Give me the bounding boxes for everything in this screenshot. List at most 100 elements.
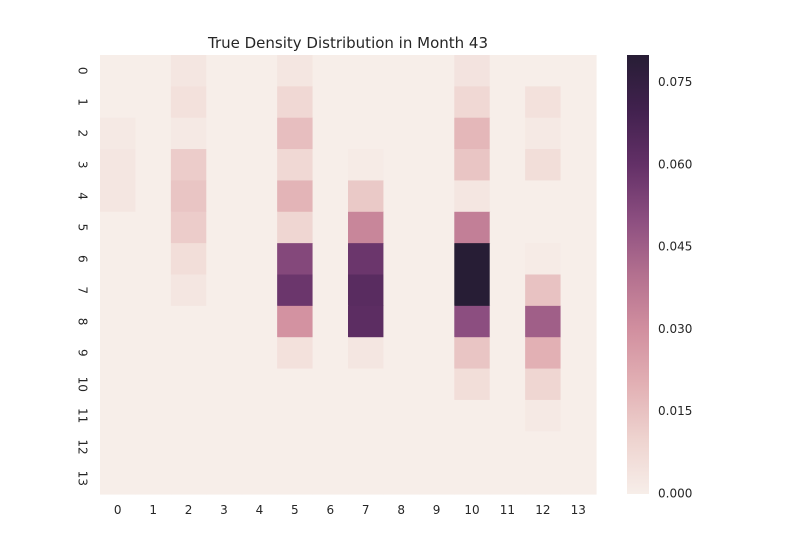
x-tick-label: 3	[220, 503, 228, 517]
x-tick-label: 1	[149, 503, 157, 517]
heatmap-cell-r0-c5	[277, 55, 314, 87]
colorbar-tick-label: 0.015	[658, 404, 692, 418]
heatmap-cell-r5-c12	[525, 211, 562, 244]
heatmap-cell-r2-c11	[489, 117, 526, 150]
heatmap-cell-r12-c12	[525, 431, 562, 464]
heatmap-cell-r9-c6	[312, 337, 349, 370]
heatmap-cell-r10-c9	[418, 368, 455, 401]
heatmap-cell-r5-c13	[560, 211, 597, 244]
heatmap-cell-r5-c1	[135, 211, 172, 244]
heatmap-cell-r6-c1	[135, 243, 172, 276]
heatmap-cell-r7-c1	[135, 274, 172, 307]
heatmap-cell-r13-c6	[312, 462, 349, 495]
heatmap-cell-r7-c13	[560, 274, 597, 307]
heatmap-cell-r6-c12	[525, 243, 562, 276]
heatmap-cell-r11-c10	[454, 399, 491, 432]
heatmap-cell-r11-c9	[418, 399, 455, 432]
heatmap-cell-r10-c1	[135, 368, 172, 401]
heatmap-cell-r10-c2	[170, 368, 207, 401]
heatmap-cell-r11-c8	[383, 399, 420, 432]
y-tick-label: 13	[76, 471, 90, 486]
heatmap-cell-r8-c3	[206, 305, 243, 338]
heatmap-cell-r2-c6	[312, 117, 349, 150]
heatmap-cell-r8-c9	[418, 305, 455, 338]
heatmap-cell-r9-c12	[525, 337, 562, 370]
heatmap-cell-r11-c12	[525, 399, 562, 432]
heatmap-cell-r6-c3	[206, 243, 243, 276]
heatmap-cell-r13-c0	[100, 462, 137, 495]
heatmap-cell-r10-c0	[100, 368, 137, 401]
heatmap-cell-r8-c5	[277, 305, 314, 338]
heatmap-cell-r1-c3	[206, 86, 243, 119]
heatmap-cell-r8-c0	[100, 305, 137, 338]
heatmap-cell-r4-c10	[454, 180, 491, 213]
x-tick-label: 12	[535, 503, 550, 517]
heatmap-cell-r12-c6	[312, 431, 349, 464]
heatmap-cell-r11-c13	[560, 399, 597, 432]
heatmap-cell-r5-c4	[241, 211, 278, 244]
heatmap-cell-r5-c2	[170, 211, 207, 244]
heatmap-cell-r0-c12	[525, 55, 562, 87]
heatmap-cell-r6-c4	[241, 243, 278, 276]
heatmap-cell-r9-c10	[454, 337, 491, 370]
heatmap-cell-r9-c4	[241, 337, 278, 370]
heatmap-cell-r1-c5	[277, 86, 314, 119]
heatmap-cell-r3-c6	[312, 149, 349, 182]
heatmap-cell-r2-c8	[383, 117, 420, 150]
heatmap-cell-r4-c7	[348, 180, 385, 213]
heatmap-cell-r0-c4	[241, 55, 278, 87]
heatmap-cell-r0-c11	[489, 55, 526, 87]
heatmap-cell-r7-c10	[454, 274, 491, 307]
heatmap-cell-r12-c7	[348, 431, 385, 464]
heatmap-cell-r4-c1	[135, 180, 172, 213]
heatmap-cell-r7-c4	[241, 274, 278, 307]
heatmap-cell-r8-c4	[241, 305, 278, 338]
heatmap-cell-r6-c11	[489, 243, 526, 276]
y-tick-label: 1	[76, 98, 90, 106]
x-tick-label: 8	[397, 503, 405, 517]
heatmap-cell-r7-c2	[170, 274, 207, 307]
colorbar: 0.000 0.015 0.030 0.045 0.060 0.075	[627, 55, 692, 501]
heatmap-cell-r13-c10	[454, 462, 491, 495]
heatmap-cell-r5-c6	[312, 211, 349, 244]
heatmap-cell-r10-c7	[348, 368, 385, 401]
heatmap-cell-r6-c13	[560, 243, 597, 276]
heatmap-cell-r2-c5	[277, 117, 314, 150]
y-tick-label: 6	[76, 255, 90, 263]
heatmap-cell-r0-c3	[206, 55, 243, 87]
y-tick-label: 0	[76, 67, 90, 75]
heatmap-cell-r11-c5	[277, 399, 314, 432]
y-tick-label: 2	[76, 130, 90, 138]
heatmap-cell-r6-c7	[348, 243, 385, 276]
heatmap-cell-r3-c10	[454, 149, 491, 182]
heatmap-cell-r12-c3	[206, 431, 243, 464]
heatmap-cell-r13-c13	[560, 462, 597, 495]
heatmap-cell-r12-c10	[454, 431, 491, 464]
heatmap-cell-r12-c0	[100, 431, 137, 464]
heatmap-cell-r6-c8	[383, 243, 420, 276]
heatmap-cell-r10-c6	[312, 368, 349, 401]
heatmap-cell-r7-c6	[312, 274, 349, 307]
heatmap-cell-r4-c9	[418, 180, 455, 213]
heatmap-cell-r3-c13	[560, 149, 597, 182]
heatmap-cell-r13-c2	[170, 462, 207, 495]
heatmap-cell-r7-c8	[383, 274, 420, 307]
heatmap-cell-r9-c3	[206, 337, 243, 370]
heatmap-cell-r2-c1	[135, 117, 172, 150]
heatmap-cell-r11-c4	[241, 399, 278, 432]
colorbar-tick-label: 0.060	[658, 157, 692, 171]
x-tick-label: 7	[362, 503, 370, 517]
heatmap-cell-r1-c4	[241, 86, 278, 119]
colorbar-tick-label: 0.000	[658, 487, 692, 501]
heatmap-cell-r8-c13	[560, 305, 597, 338]
heatmap-cell-r2-c12	[525, 117, 562, 150]
heatmap-cell-r11-c7	[348, 399, 385, 432]
heatmap-cell-r8-c12	[525, 305, 562, 338]
x-tick-label: 5	[291, 503, 299, 517]
heatmap-cell-r2-c3	[206, 117, 243, 150]
heatmap-cell-r10-c8	[383, 368, 420, 401]
heatmap-cell-r3-c7	[348, 149, 385, 182]
heatmap-cell-r7-c0	[100, 274, 137, 307]
heatmap-cell-r4-c8	[383, 180, 420, 213]
